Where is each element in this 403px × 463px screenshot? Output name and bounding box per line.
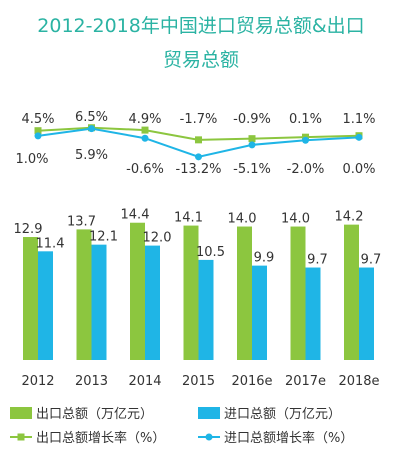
export-bar-6 (344, 224, 359, 360)
x-tick-label-0: 2012 (21, 374, 54, 389)
import-value-label-5: 9.7 (307, 253, 328, 268)
import-value-label-3: 10.5 (196, 245, 225, 260)
import-bar-5 (305, 267, 321, 360)
export-value-label-2: 14.4 (121, 208, 150, 223)
chart-title-line-2: 贸易总额 (163, 49, 239, 71)
export-bar-0 (23, 237, 38, 360)
growth-point-1-0 (34, 132, 42, 140)
export-growth-label-4: -0.9% (233, 112, 271, 127)
import-growth-label-2: -0.6% (126, 162, 164, 177)
legend-swatch-marker-2 (17, 433, 25, 441)
export-growth-label-3: -1.7% (180, 112, 218, 127)
import-value-label-6: 9.7 (361, 253, 382, 268)
growth-point-1-1 (88, 125, 95, 133)
export-value-label-0: 12.9 (14, 222, 43, 237)
import-bar-0 (38, 251, 53, 360)
import-value-label-0: 11.4 (36, 236, 65, 251)
import-value-label-1: 12.1 (89, 230, 118, 245)
export-bar-4 (237, 226, 252, 360)
x-tick-label-1: 2013 (75, 374, 108, 389)
growth-point-0-0 (34, 127, 42, 135)
import-growth-label-6: 0.0% (342, 162, 375, 177)
growth-point-1-2 (141, 134, 149, 142)
export-value-label-5: 14.0 (281, 212, 310, 227)
legend-swatch-0 (10, 407, 32, 419)
growth-point-1-5 (302, 136, 309, 144)
import-value-label-4: 9.9 (254, 251, 275, 266)
import-bar-3 (198, 259, 214, 360)
legend-label-2: 出口总额增长率（%） (36, 430, 165, 446)
export-value-label-6: 14.2 (335, 210, 364, 225)
growth-point-0-3 (195, 136, 202, 144)
import-bar-4 (252, 265, 267, 360)
import-bar-1 (91, 244, 107, 360)
growth-point-1-4 (248, 141, 256, 149)
legend-label-0: 出口总额（万亿元） (36, 407, 153, 422)
import-growth-label-5: -2.0% (287, 162, 325, 177)
import-bar-2 (145, 245, 160, 360)
export-value-label-3: 14.1 (174, 211, 203, 226)
x-tick-label-4: 2016e (231, 374, 272, 389)
legend-label-1: 进口总额（万亿元） (224, 407, 341, 422)
growth-point-1-3 (195, 153, 202, 161)
export-value-label-4: 14.0 (228, 212, 257, 227)
import-bar-6 (359, 267, 374, 360)
export-bar-2 (130, 222, 145, 360)
legend-label-3: 进口总额增长率（%） (224, 430, 353, 446)
growth-point-0-2 (141, 126, 149, 134)
x-tick-label-6: 2018e (338, 374, 379, 389)
growth-point-0-4 (248, 135, 256, 143)
x-tick-label-5: 2017e (285, 374, 326, 389)
import-growth-label-4: -5.1% (233, 162, 271, 177)
import-value-label-2: 12.0 (143, 231, 172, 246)
chart-title-line-1: 2012-2018年中国进口贸易总额&出口 (37, 15, 364, 37)
import-growth-label-3: -13.2% (176, 162, 222, 177)
x-tick-label-3: 2015 (182, 374, 215, 389)
export-growth-label-0: 4.5% (21, 112, 54, 127)
export-bar-1 (76, 229, 92, 360)
growth-point-1-6 (355, 133, 363, 141)
legend-swatch-marker-3 (205, 433, 213, 441)
export-growth-label-6: 1.1% (342, 112, 375, 127)
export-growth-label-5: 0.1% (289, 112, 322, 127)
legend-swatch-1 (198, 407, 220, 419)
export-bar-3 (183, 225, 199, 360)
x-tick-label-2: 2014 (128, 374, 161, 389)
export-growth-label-1: 6.5% (75, 110, 108, 125)
import-growth-label-1: 5.9% (75, 148, 108, 163)
export-bar-5 (290, 226, 306, 360)
import-growth-label-0: 1.0% (15, 152, 48, 167)
export-value-label-1: 13.7 (67, 214, 96, 229)
export-growth-label-2: 4.9% (128, 112, 161, 127)
